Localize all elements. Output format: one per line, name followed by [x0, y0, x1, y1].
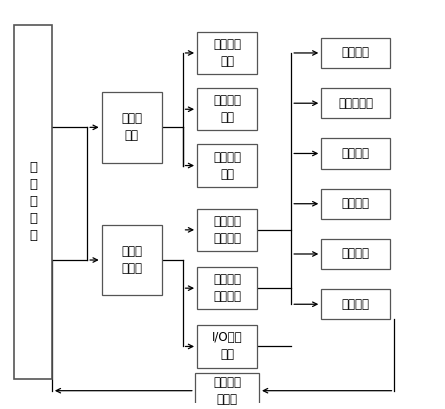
Text: 位移模块: 位移模块 [342, 247, 370, 261]
Bar [197, 209, 257, 251]
Bar [195, 373, 259, 409]
Bar [197, 144, 257, 187]
Bar [321, 88, 390, 118]
Bar [197, 267, 257, 309]
Bar [197, 325, 257, 368]
Bar [101, 92, 162, 162]
Bar [197, 88, 257, 130]
Text: 处
理
器
单
元: 处 理 器 单 元 [29, 161, 37, 242]
Text: 电流模块: 电流模块 [342, 147, 370, 160]
Text: 高度模块: 高度模块 [342, 298, 370, 311]
Bar [101, 225, 162, 295]
Bar [321, 38, 390, 68]
Bar [321, 289, 390, 319]
Text: 运动控
制系统: 运动控 制系统 [121, 245, 142, 275]
Text: I/O控制
模块: I/O控制 模块 [212, 331, 242, 362]
Text: 转换模块: 转换模块 [342, 47, 370, 59]
Bar [321, 189, 390, 219]
Text: 多轴伺服
控制模块: 多轴伺服 控制模块 [213, 215, 241, 245]
Text: 人机界面
模块: 人机界面 模块 [213, 38, 241, 68]
Text: 舱拍定位
模块: 舱拍定位 模块 [213, 94, 241, 124]
Text: 编码器模块: 编码器模块 [338, 97, 373, 110]
Bar [197, 32, 257, 74]
Text: 地面无线
控制台: 地面无线 控制台 [213, 376, 241, 406]
Bar [321, 138, 390, 169]
Text: 上位机
系统: 上位机 系统 [121, 112, 142, 142]
Text: 在线输出
模块: 在线输出 模块 [213, 151, 241, 180]
Text: 数据采集
存储模块: 数据采集 存储模块 [213, 273, 241, 303]
Bar [14, 25, 52, 379]
Text: 速度模块: 速度模块 [342, 197, 370, 210]
Bar [321, 239, 390, 269]
